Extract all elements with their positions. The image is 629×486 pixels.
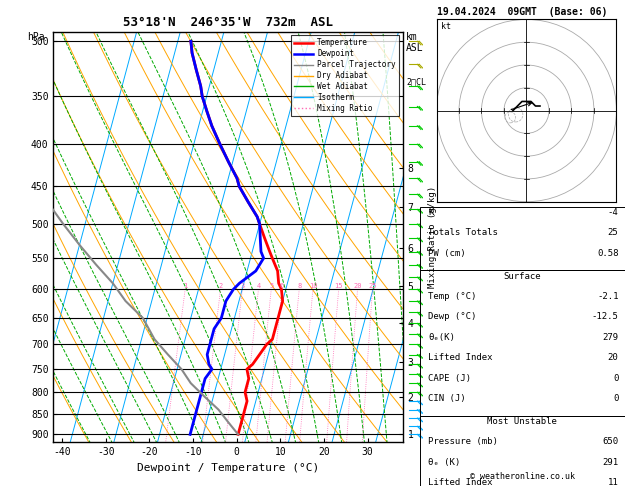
Text: Dewp (°C): Dewp (°C) <box>428 312 477 322</box>
Text: K: K <box>428 208 434 217</box>
X-axis label: Dewpoint / Temperature (°C): Dewpoint / Temperature (°C) <box>137 463 319 473</box>
Text: 3: 3 <box>240 283 245 289</box>
Text: 1: 1 <box>183 283 187 289</box>
Text: 4: 4 <box>257 283 260 289</box>
Text: CAPE (J): CAPE (J) <box>428 374 471 383</box>
Text: Totals Totals: Totals Totals <box>428 228 498 238</box>
Text: 19.04.2024  09GMT  (Base: 06): 19.04.2024 09GMT (Base: 06) <box>437 7 608 17</box>
Text: Pressure (mb): Pressure (mb) <box>428 437 498 447</box>
Bar <box>420 207 625 270</box>
Text: 0: 0 <box>613 394 618 403</box>
Text: © weatheronline.co.uk: © weatheronline.co.uk <box>470 472 575 481</box>
Text: km
ASL: km ASL <box>406 32 424 53</box>
Text: Mixing Ratio (g/kg): Mixing Ratio (g/kg) <box>428 186 437 288</box>
Title: 53°18'N  246°35'W  732m  ASL: 53°18'N 246°35'W 732m ASL <box>123 16 333 29</box>
Text: -4: -4 <box>608 208 618 217</box>
Text: 0.58: 0.58 <box>597 249 618 258</box>
Bar <box>420 270 625 416</box>
Text: 8: 8 <box>297 283 301 289</box>
Text: 10: 10 <box>309 283 317 289</box>
Text: Most Unstable: Most Unstable <box>487 417 557 426</box>
Text: θₑ(K): θₑ(K) <box>428 333 455 342</box>
Text: 0: 0 <box>613 374 618 383</box>
Legend: Temperature, Dewpoint, Parcel Trajectory, Dry Adiabat, Wet Adiabat, Isotherm, Mi: Temperature, Dewpoint, Parcel Trajectory… <box>291 35 399 116</box>
Text: kt: kt <box>441 21 451 31</box>
Text: 279: 279 <box>603 333 618 342</box>
Text: 5: 5 <box>269 283 274 289</box>
Text: 25: 25 <box>368 283 377 289</box>
Text: -2.1: -2.1 <box>597 292 618 301</box>
Text: PW (cm): PW (cm) <box>428 249 466 258</box>
Text: 2: 2 <box>218 283 223 289</box>
Text: Temp (°C): Temp (°C) <box>428 292 477 301</box>
Text: Lifted Index: Lifted Index <box>428 478 493 486</box>
Text: θₑ (K): θₑ (K) <box>428 458 460 467</box>
Text: hPa: hPa <box>27 32 45 42</box>
Text: 25: 25 <box>608 228 618 238</box>
Text: Lifted Index: Lifted Index <box>428 353 493 363</box>
Text: 291: 291 <box>603 458 618 467</box>
Text: Surface: Surface <box>504 272 541 281</box>
Text: 2ℓCL: 2ℓCL <box>406 77 426 86</box>
Text: 650: 650 <box>603 437 618 447</box>
Text: -12.5: -12.5 <box>592 312 618 322</box>
Text: 6: 6 <box>280 283 284 289</box>
Bar <box>420 416 625 486</box>
Text: 11: 11 <box>608 478 618 486</box>
Text: CIN (J): CIN (J) <box>428 394 466 403</box>
Text: 20: 20 <box>608 353 618 363</box>
Text: 15: 15 <box>335 283 343 289</box>
Text: 20: 20 <box>353 283 362 289</box>
